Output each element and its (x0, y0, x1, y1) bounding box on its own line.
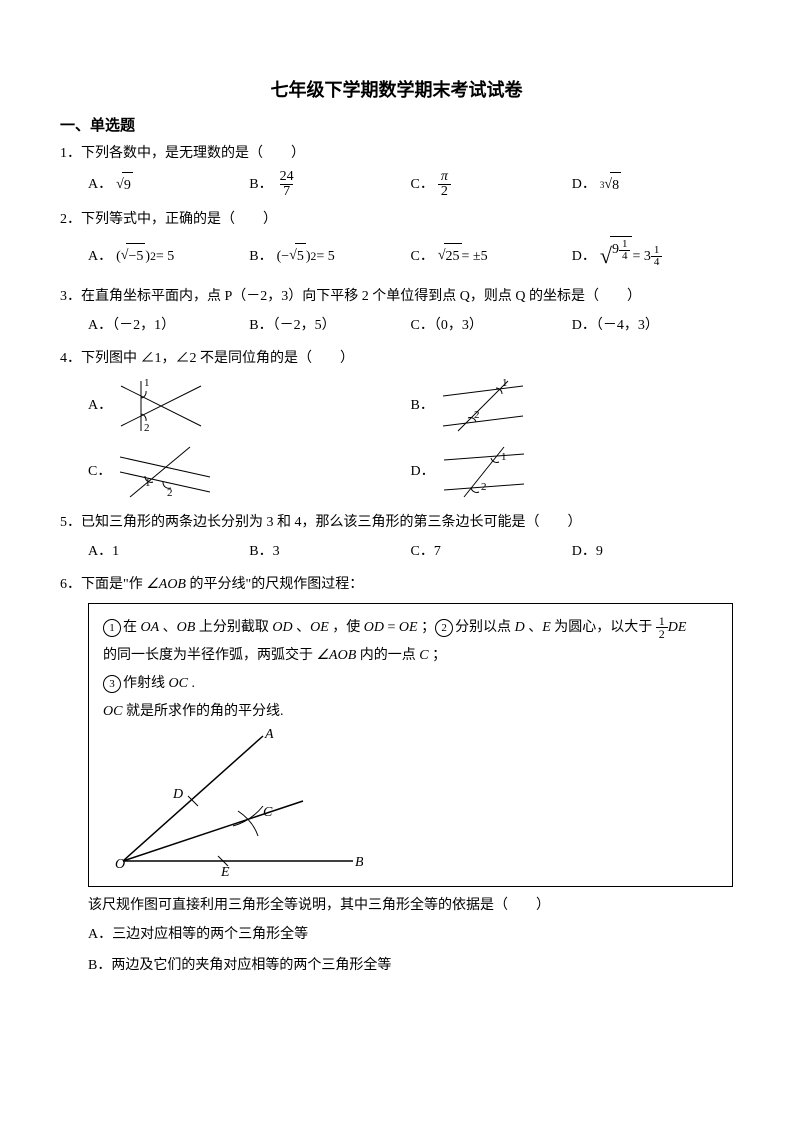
q1-opt-c: C． π2 (411, 170, 572, 199)
q1-opt-a: A． √9 (88, 172, 249, 198)
svg-text:1: 1 (502, 377, 508, 389)
svg-text:2: 2 (474, 409, 480, 421)
q2-opt-a: A． (√−5)2 = 5 (88, 243, 249, 269)
svg-text:1: 1 (144, 377, 150, 389)
question-5: 5．已知三角形的两条边长分别为 3 和 4，那么该三角形的第三条边长可能是（ ）… (60, 510, 733, 564)
svg-text:C: C (263, 805, 273, 820)
q6-post-stem: 该尺规作图可直接利用三角形全等说明，其中三角形全等的依据是（ ） (60, 893, 733, 918)
q4-opt-d: D． 1 2 (411, 442, 572, 502)
q3-opt-a: A．（－2，1） (88, 313, 249, 338)
q4-diagram-b: 1 2 (438, 376, 528, 436)
q4-opt-b: B． 1 2 (411, 376, 572, 436)
q3-opt-b: B．（－2，5） (249, 313, 410, 338)
svg-text:2: 2 (144, 422, 150, 434)
section-heading: 一、单选题 (60, 114, 733, 135)
q4-opt-c: C． 1 2 (88, 442, 249, 502)
question-1: 1．下列各数中，是无理数的是（ ） A． √9 B． 247 C． π2 D． … (60, 141, 733, 199)
question-4: 4．下列图中 ∠1，∠2 不是同位角的是（ ） A． 1 2 B． 1 (60, 346, 733, 501)
q6-step1: 1在 OA 、OB 上分别截取 OD 、OE ，使 OD = OE ；2分别以点… (103, 614, 718, 642)
q6-conclusion: OC 就是所求作的角的平分线. (103, 698, 718, 726)
q2-opt-d: D． √914 = 314 (572, 236, 733, 276)
q1-opt-d: D． 3√8 (572, 172, 733, 198)
question-2: 2．下列等式中，正确的是（ ） A． (√−5)2 = 5 B． (−√5)2 … (60, 207, 733, 276)
svg-text:B: B (355, 855, 363, 870)
q4-diagram-a: 1 2 (116, 376, 206, 436)
q5-opt-a: A．1 (88, 539, 249, 564)
q4-diagram-d: 1 2 (439, 442, 529, 502)
q3-stem: 3．在直角坐标平面内，点 P（－2，3）向下平移 2 个单位得到点 Q，则点 Q… (60, 284, 733, 309)
svg-text:2: 2 (167, 487, 173, 499)
page-title: 七年级下学期数学期末考试试卷 (60, 76, 733, 102)
q6-step1b: 的同一长度为半径作弧，两弧交于 ∠AOB 内的一点 C ； (103, 642, 718, 670)
q5-opt-b: B．3 (249, 539, 410, 564)
svg-text:A: A (264, 727, 274, 742)
q2-opt-b: B． (−√5)2 = 5 (249, 243, 410, 269)
q6-step3: 3作射线 OC . (103, 670, 718, 698)
q2-opt-c: C． √25 = ±5 (411, 243, 572, 269)
q5-stem: 5．已知三角形的两条边长分别为 3 和 4，那么该三角形的第三条边长可能是（ ） (60, 510, 733, 535)
svg-text:D: D (172, 787, 183, 802)
q3-opt-d: D．（－4，3） (572, 313, 733, 338)
q6-stem: 6．下面是"作 ∠AOB 的平分线"的尺规作图过程： (60, 572, 733, 597)
q4-diagram-c: 1 2 (115, 442, 215, 502)
question-6: 6．下面是"作 ∠AOB 的平分线"的尺规作图过程： 1在 OA 、OB 上分别… (60, 572, 733, 979)
svg-text:1: 1 (145, 477, 151, 489)
svg-text:E: E (220, 865, 230, 876)
q3-opt-c: C．（0，3） (411, 313, 572, 338)
q1-stem: 1．下列各数中，是无理数的是（ ） (60, 141, 733, 166)
q6-opt-a: A．三边对应相等的两个三角形全等 (88, 922, 733, 947)
q1-opt-b: B． 247 (249, 170, 410, 199)
svg-text:2: 2 (481, 481, 487, 493)
q6-box: 1在 OA 、OB 上分别截取 OD 、OE ，使 OD = OE ；2分别以点… (88, 603, 733, 887)
q6-opt-b: B．两边及它们的夹角对应相等的两个三角形全等 (88, 953, 733, 978)
question-3: 3．在直角坐标平面内，点 P（－2，3）向下平移 2 个单位得到点 Q，则点 Q… (60, 284, 733, 338)
q5-opt-c: C．7 (411, 539, 572, 564)
svg-text:O: O (115, 857, 125, 872)
svg-text:1: 1 (501, 451, 507, 463)
q4-stem: 4．下列图中 ∠1，∠2 不是同位角的是（ ） (60, 346, 733, 371)
q5-opt-d: D．9 (572, 539, 733, 564)
q4-opt-a: A． 1 2 (88, 376, 249, 436)
q6-diagram: O A B D E C (103, 726, 363, 876)
q2-stem: 2．下列等式中，正确的是（ ） (60, 207, 733, 232)
